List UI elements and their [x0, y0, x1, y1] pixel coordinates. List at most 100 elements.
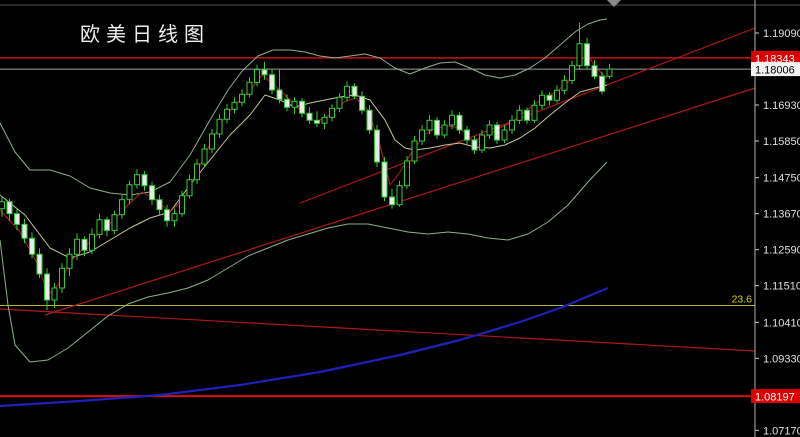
candlestick [419, 129, 425, 142]
candlestick [119, 199, 125, 216]
bollinger-upper-line [0, 18, 608, 196]
candlestick [194, 163, 200, 181]
candlestick [449, 114, 455, 126]
candlestick [374, 129, 380, 163]
candlestick [201, 148, 208, 165]
candlestick [74, 238, 80, 255]
candlestick [456, 114, 463, 131]
candlestick [179, 195, 185, 215]
candlestick [104, 219, 110, 231]
candlestick [434, 119, 440, 136]
candlestick [171, 213, 178, 222]
candlestick [381, 161, 388, 198]
candlestick [239, 93, 245, 103]
axis-price-label: 1.11510 [763, 281, 800, 293]
candlestick [516, 109, 523, 121]
alert-price-label-box [751, 389, 800, 404]
candlestick [411, 140, 418, 162]
candlestick [479, 134, 485, 151]
candlestick [494, 124, 500, 141]
candlestick [336, 96, 343, 109]
axis-price-label: 1.14750 [763, 173, 800, 185]
candlestick [59, 267, 65, 289]
chart-title: 欧美日线图 [80, 24, 210, 46]
candlestick [531, 104, 538, 121]
candlestick [224, 108, 230, 120]
candlestick [29, 237, 35, 255]
candlestick [164, 209, 170, 222]
candlestick [216, 118, 223, 135]
candlestick [126, 184, 133, 201]
candlestick [561, 79, 568, 91]
current-price-label: 1.18006 [755, 65, 795, 77]
candlestick [89, 233, 95, 251]
candlestick [464, 129, 470, 141]
candlestick [261, 69, 268, 76]
axis-price-label: 1.09330 [763, 353, 800, 365]
candlestick [291, 100, 298, 108]
candlestick [359, 95, 365, 111]
current-price-label-box [751, 62, 800, 77]
candlestick [546, 94, 553, 101]
candlestick [539, 94, 545, 106]
candlestick [81, 238, 88, 251]
alert-price-label-box [751, 50, 800, 65]
candlestick [344, 85, 350, 98]
candlestick [96, 219, 103, 235]
candlestick [36, 253, 43, 275]
candlestick [51, 287, 58, 301]
candlestick [509, 119, 515, 131]
candlestick [149, 185, 155, 201]
candlestick [186, 179, 193, 197]
fib-level-label: 23.6 [732, 294, 753, 306]
candlestick [599, 75, 605, 92]
candlestick [314, 119, 320, 124]
candlestick [0, 201, 5, 210]
candlestick [321, 116, 328, 124]
axis-price-label: 1.13670 [763, 209, 800, 221]
candlestick [569, 65, 575, 81]
candlestick [111, 214, 118, 231]
candlestick [404, 160, 410, 187]
candlestick [44, 273, 50, 301]
candlestick [396, 185, 403, 206]
axis-price-label: 1.19090 [763, 28, 800, 40]
candlestick [554, 89, 560, 101]
candlestick [141, 174, 148, 187]
candlestick [351, 85, 358, 97]
chart-shift-marker-icon[interactable] [607, 0, 621, 7]
candlestick [366, 109, 373, 131]
candlestick [584, 43, 590, 67]
candlestick [231, 101, 238, 110]
candlestick [606, 68, 613, 77]
bollinger-lower-line [0, 161, 608, 363]
candlestick [21, 223, 28, 239]
axis-price-label: 1.07170 [763, 425, 800, 437]
candlestick [66, 253, 73, 269]
candlestick [329, 107, 335, 118]
descending-trendline[interactable] [0, 308, 756, 352]
candlestick [471, 139, 478, 151]
candlestick [14, 213, 20, 225]
candlestick [156, 199, 163, 211]
alert-price-label: 1.08197 [755, 392, 795, 404]
candlestick [134, 174, 140, 186]
candlestick [246, 81, 253, 95]
candlestick [576, 43, 583, 67]
candlestick [254, 69, 260, 83]
candlestick [306, 112, 313, 121]
axis-price-label: 1.10410 [763, 317, 800, 329]
slow-ma-line [0, 286, 609, 408]
axis-price-label: 1.16930 [763, 100, 800, 112]
fast-ma-line [0, 54, 608, 296]
candlestick [524, 109, 530, 121]
axis-price-label: 1.12590 [763, 245, 800, 257]
candlestick [486, 124, 493, 136]
candlestick [276, 89, 283, 100]
candlestick [284, 98, 290, 108]
candlestick [389, 196, 395, 206]
candlestick [6, 201, 13, 215]
candlestick [501, 129, 508, 141]
candlestick [299, 100, 305, 114]
